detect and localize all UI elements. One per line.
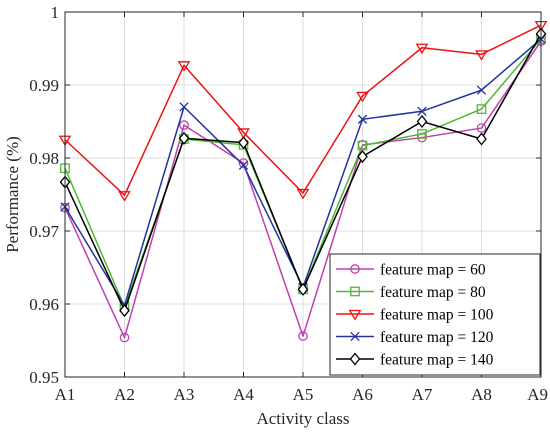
data-point	[475, 50, 488, 61]
legend-label: feature map = 60	[380, 262, 486, 279]
data-point	[119, 304, 130, 318]
x-tick-label: A7	[412, 385, 433, 404]
y-tick-label: 0.96	[29, 295, 59, 314]
series-line	[64, 24, 542, 196]
legend-label: feature map = 140	[380, 352, 494, 369]
ticks-group: 0.95 0.96 0.97 0.98 0.99 1 A1 A2 A3 A4 A5 A6 A7 A8 A9	[29, 3, 548, 404]
y-tick-label: 0.98	[29, 149, 59, 168]
data-point	[350, 264, 360, 274]
x-tick-label: A5	[293, 385, 314, 404]
y-tick-label: 1	[51, 3, 60, 22]
y-tick-label: 0.99	[29, 76, 59, 95]
y-tick-label: 0.97	[29, 222, 59, 241]
data-point	[350, 286, 360, 297]
data-point	[237, 128, 250, 139]
x-tick-label: A4	[233, 385, 254, 404]
data-point	[118, 191, 131, 202]
data-point	[417, 106, 427, 116]
legend-item: feature map = 60	[336, 262, 486, 279]
y-axis-title: Performance (%)	[3, 136, 22, 253]
x-tick-label: A2	[114, 385, 135, 404]
series-group	[58, 20, 548, 343]
data-point	[238, 160, 249, 170]
data-point	[357, 114, 368, 124]
data-point	[417, 129, 427, 139]
data-point	[350, 331, 360, 342]
data-point	[348, 309, 362, 321]
legend-item: feature map = 80	[336, 284, 486, 301]
data-point	[476, 85, 487, 95]
data-point	[416, 114, 428, 129]
y-tick-label: 0.95	[29, 368, 59, 387]
data-point	[357, 150, 368, 164]
x-tick-label: A9	[527, 385, 548, 404]
data-point	[356, 91, 369, 103]
x-tick-label: A3	[174, 385, 195, 404]
data-point	[298, 331, 308, 341]
data-point	[297, 282, 309, 296]
x-tick-label: A1	[55, 385, 76, 404]
data-point	[178, 131, 190, 145]
data-point	[476, 123, 487, 133]
x-axis-title: Activity class	[256, 409, 349, 428]
data-point	[179, 120, 189, 131]
legend-item: feature map = 100	[336, 307, 494, 324]
legend-label: feature map = 120	[380, 329, 494, 346]
legend-label: feature map = 100	[380, 307, 494, 324]
data-point	[357, 140, 368, 151]
series	[59, 27, 547, 318]
legend-item: feature map = 120	[336, 329, 494, 346]
data-point	[349, 352, 361, 366]
data-point	[476, 104, 487, 114]
series-line	[64, 40, 542, 339]
data-point	[179, 102, 189, 112]
x-tick-label: A8	[471, 385, 492, 404]
x-tick-label: A6	[352, 385, 373, 404]
data-point	[119, 332, 130, 343]
series	[58, 20, 548, 202]
data-point	[296, 188, 310, 200]
data-point	[238, 136, 249, 150]
data-point	[415, 43, 429, 55]
legend-label: feature map = 80	[380, 284, 486, 301]
data-point	[177, 61, 191, 72]
legend: feature map = 60 feature map = 80 feature …	[329, 253, 541, 376]
data-point	[238, 158, 249, 168]
legend-item: feature map = 140	[336, 352, 494, 369]
data-point	[476, 132, 487, 146]
